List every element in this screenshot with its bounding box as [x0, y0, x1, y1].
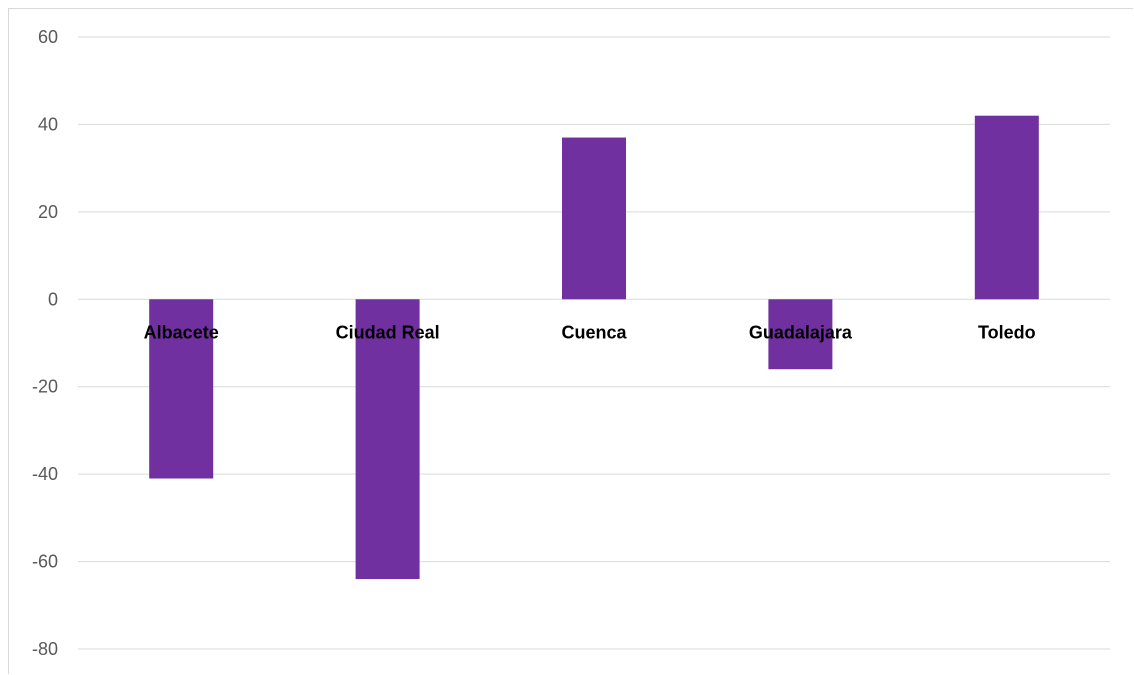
category-label: Guadalajara [749, 322, 853, 342]
bar-toledo [974, 115, 1039, 300]
y-tick-label: 60 [38, 27, 58, 47]
y-axis-tick-labels: 60 40 20 0 -20 -40 -60 -80 [32, 27, 58, 659]
y-tick-label: -40 [32, 464, 58, 484]
chart-frame [8, 8, 1133, 674]
category-label: Albacete [144, 322, 219, 342]
bar-cuenca [562, 137, 626, 300]
category-labels: Albacete Ciudad Real Cuenca Guadalajara Tole… [144, 322, 1036, 342]
y-tick-label: -80 [32, 639, 58, 659]
gridlines [78, 36, 1110, 650]
y-tick-label: 40 [38, 114, 58, 134]
category-label: Toledo [978, 322, 1036, 342]
category-label: Ciudad Real [336, 322, 440, 342]
bar-ciudad-real [355, 299, 420, 580]
y-tick-label: -20 [32, 377, 58, 397]
y-tick-label: -60 [32, 552, 58, 572]
bar-albacete [149, 299, 214, 479]
y-tick-label: 0 [48, 289, 58, 309]
y-tick-label: 20 [38, 202, 58, 222]
bars [149, 115, 1039, 580]
category-label: Cuenca [561, 322, 627, 342]
bar-guadalajara [768, 299, 833, 370]
